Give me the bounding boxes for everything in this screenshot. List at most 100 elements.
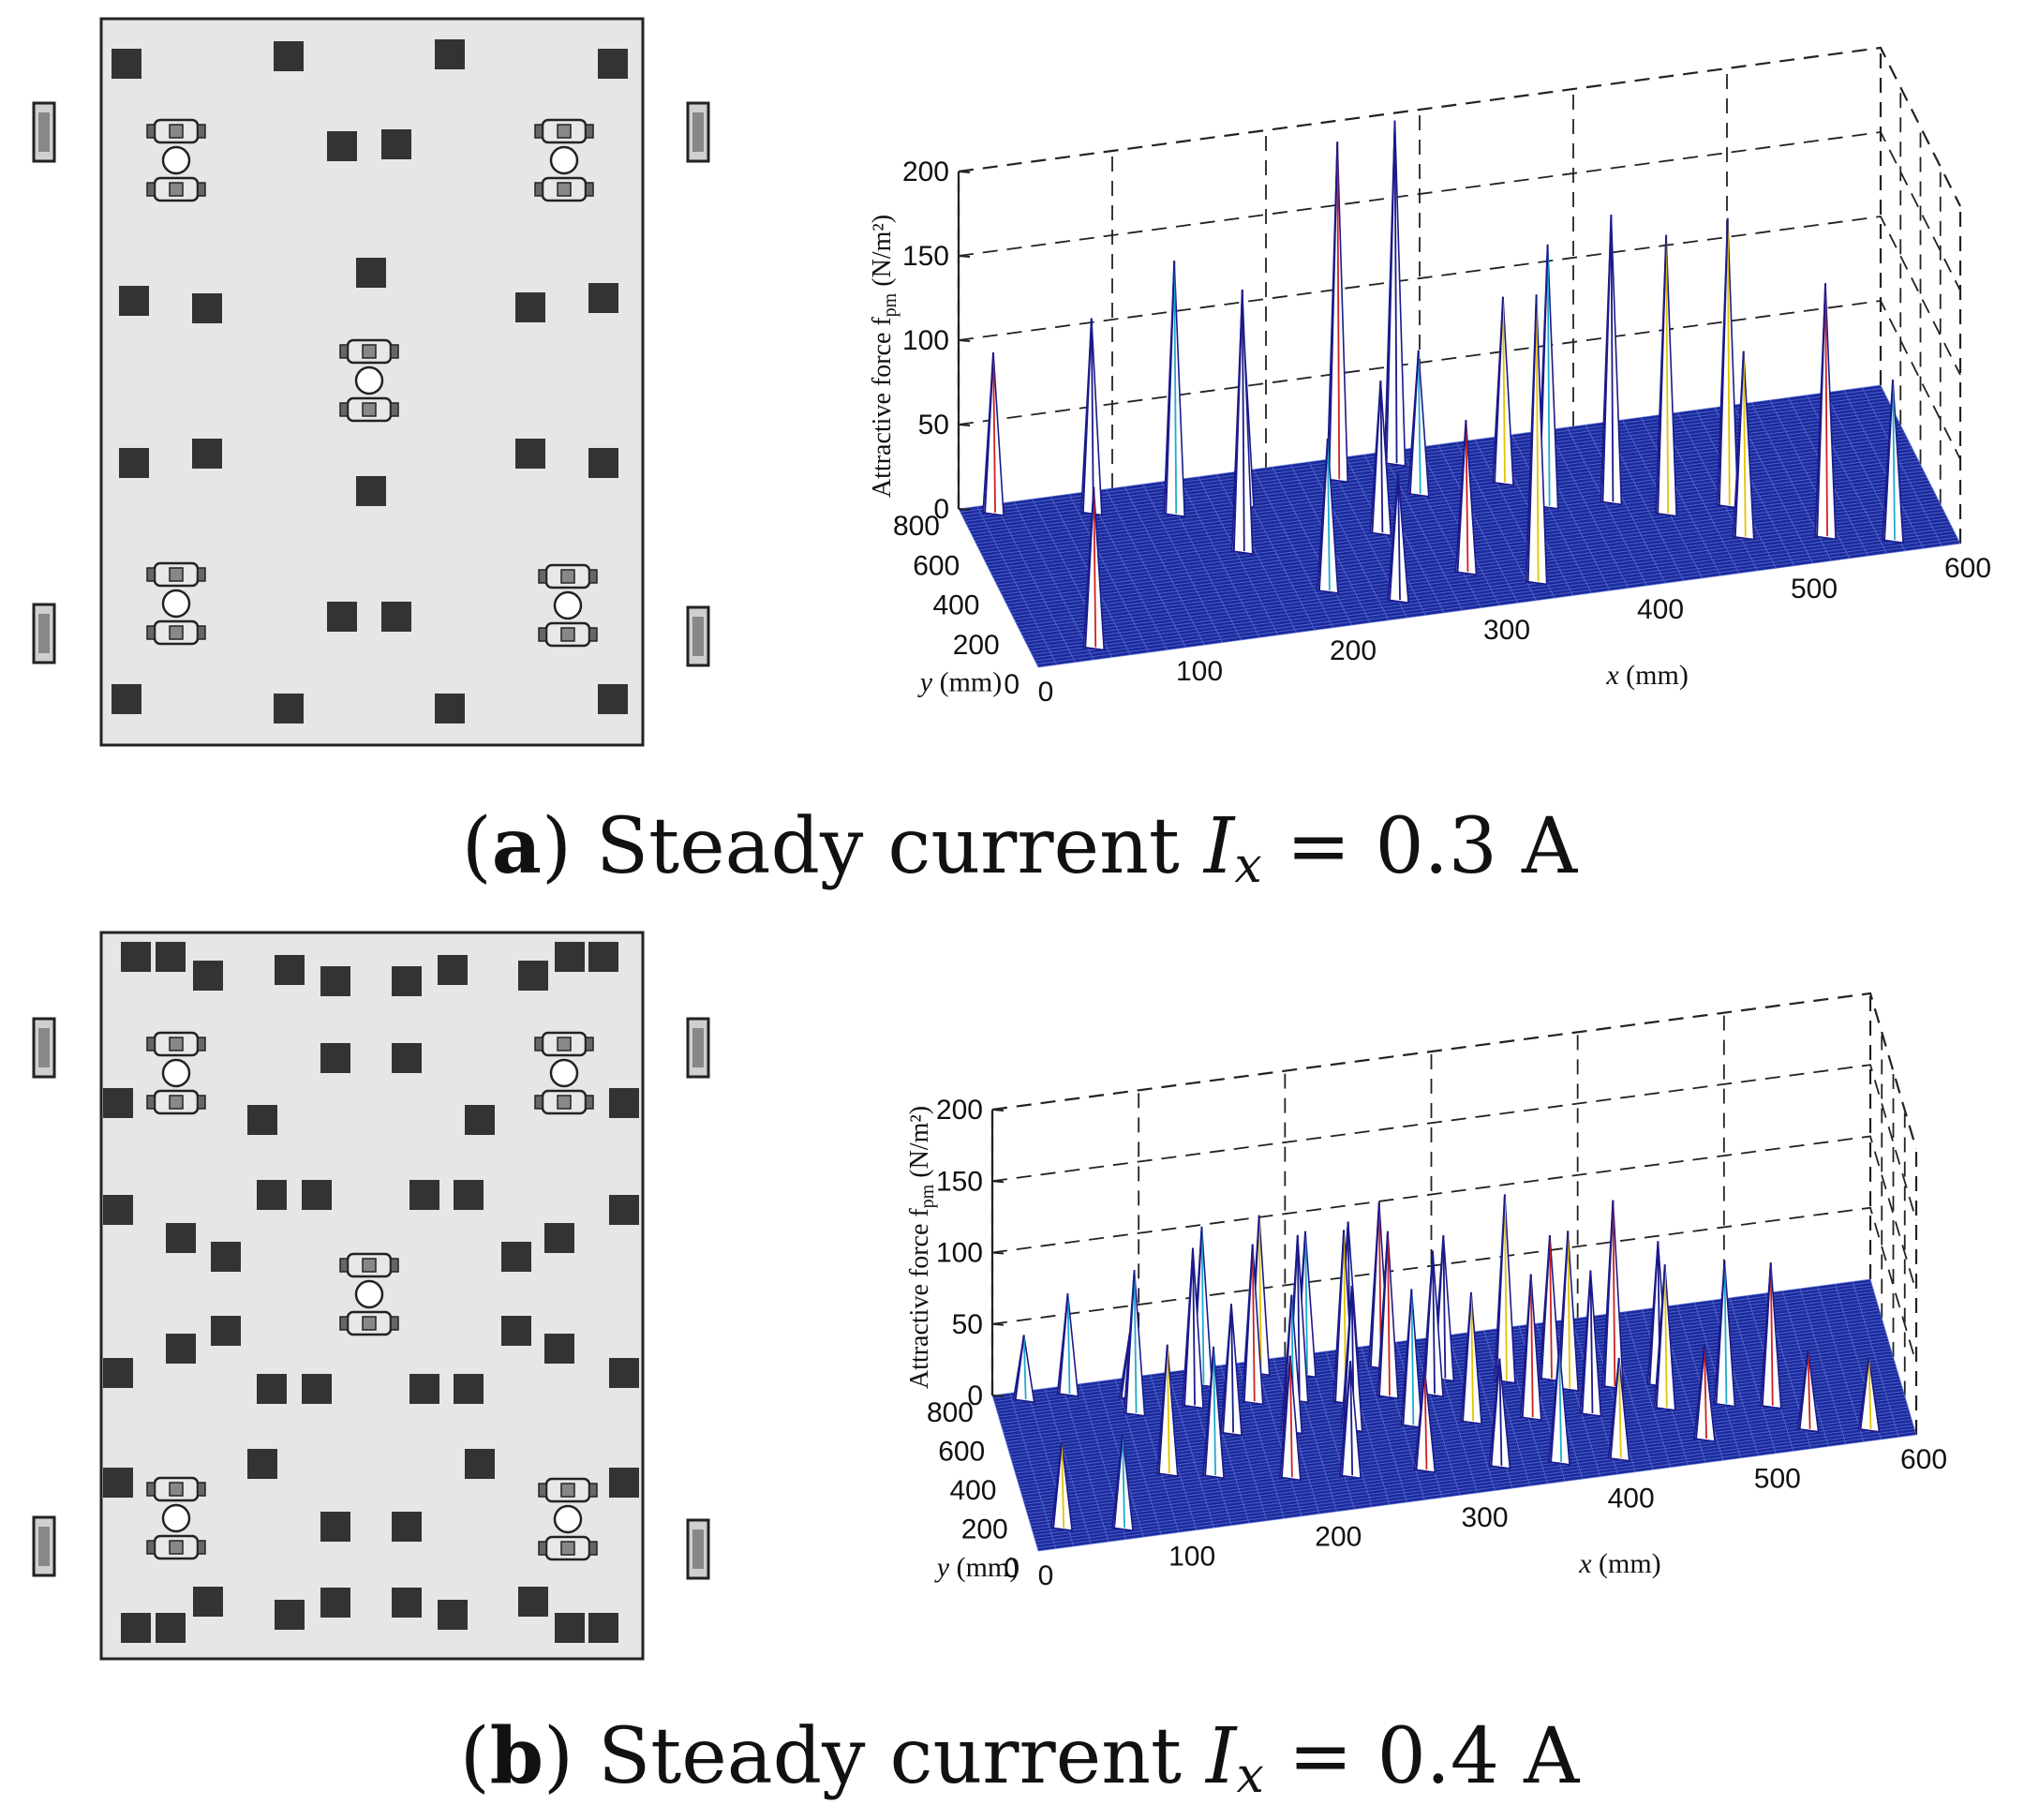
panel-b: 0 50 100 150 200 0 100 200 300 400 500 600 0 200 400 60… xyxy=(0,910,2039,1820)
z-tick-label: 150 xyxy=(936,1166,983,1197)
robot-unit xyxy=(146,1031,206,1115)
z-tick-label: 0 xyxy=(933,494,949,525)
y-tick-label: 800 xyxy=(893,511,940,542)
y-tick-label: 0 xyxy=(1004,669,1020,700)
y-tick-label: 800 xyxy=(927,1397,974,1428)
peak-spike xyxy=(1241,1244,1264,1406)
peak-spike xyxy=(1230,290,1254,555)
peak-spike xyxy=(1488,1358,1511,1469)
peak-spike xyxy=(1857,1357,1881,1433)
peak-spike xyxy=(1607,1357,1630,1462)
robot-unit xyxy=(534,1031,594,1115)
peak-spike xyxy=(1111,1434,1134,1532)
y-tick-label: 600 xyxy=(913,550,960,581)
peak-spike xyxy=(1494,1194,1516,1384)
panel-a: 0 50 100 150 200 0 100 200 300 400 500 600 0 200 400 60… xyxy=(32,17,1991,894)
gridlines xyxy=(991,1012,1917,1396)
peak-spike xyxy=(1579,1270,1602,1417)
robot-unit xyxy=(339,1252,399,1336)
peak-spike xyxy=(1056,1293,1079,1397)
peak-spike xyxy=(1050,1441,1074,1532)
peak-spike xyxy=(1406,350,1430,498)
peak-spike xyxy=(1492,296,1514,486)
peak-spike xyxy=(1369,380,1392,537)
peaks xyxy=(1012,1194,1881,1532)
robot-unit xyxy=(534,118,594,202)
side-magnets-b xyxy=(32,1017,710,1580)
z-tick-label: 50 xyxy=(918,410,949,440)
peak-spike xyxy=(1163,261,1186,518)
x-tick-label: 100 xyxy=(1168,1541,1215,1572)
y-tick-label: 600 xyxy=(938,1437,985,1468)
z-tick-label: 0 xyxy=(967,1380,983,1411)
peak-spike xyxy=(1012,1335,1035,1404)
peak-spike xyxy=(1796,1350,1820,1433)
chart-a: 0501001502000100200300400500600020040060… xyxy=(868,46,1991,708)
peak-spike xyxy=(1278,1355,1302,1482)
x-tick-label: 300 xyxy=(1483,615,1530,646)
side-magnets-a xyxy=(32,101,710,667)
peak-spike xyxy=(1519,1274,1542,1422)
peak-spike xyxy=(1421,1250,1444,1398)
y-tick-label: 0 xyxy=(1004,1553,1020,1584)
peak-spike xyxy=(1601,1200,1625,1390)
peak-spike xyxy=(982,351,1005,516)
peak-spike xyxy=(1400,1289,1423,1429)
peak-spike xyxy=(1600,215,1623,506)
peak-spike xyxy=(1413,1369,1436,1474)
peak-spike xyxy=(1079,318,1103,516)
peak-spike xyxy=(1732,351,1755,541)
robot-unit xyxy=(146,1476,206,1560)
peak-spike xyxy=(1460,1291,1482,1425)
y-tick-label: 400 xyxy=(949,1475,996,1506)
x-axis-label: x (mm) xyxy=(1605,660,1688,691)
x-tick-label: 200 xyxy=(1330,635,1377,666)
y-axis-label: y (mm) xyxy=(917,667,1002,698)
peak-spike xyxy=(1202,1346,1225,1480)
peak-spike xyxy=(1653,1264,1676,1411)
z-tick-label: 150 xyxy=(902,241,949,272)
peak-spike xyxy=(1548,1347,1570,1466)
robots-a xyxy=(146,118,598,648)
peak-spike xyxy=(1377,1231,1399,1400)
robot-unit xyxy=(146,118,206,202)
caption-b: (b) Steady current Ix = 0.4 A xyxy=(459,1711,1580,1804)
z-axis-label: Attractive force fpm (N/m²) xyxy=(868,215,900,498)
y-tick-label: 200 xyxy=(953,630,1000,661)
chart-b: 0 50 100 150 200 0 100 200 300 400 500 600 0 200 400 60… xyxy=(905,992,1947,1591)
z-tick-label: 50 xyxy=(952,1309,983,1340)
peak-spike xyxy=(1525,294,1548,586)
panel-a-svg: 0501001502000100200300400500600020040060… xyxy=(32,17,1991,747)
peak-spike xyxy=(1759,1262,1782,1410)
dark-blocks-a xyxy=(112,39,628,724)
panel-b-svg: 0 50 100 150 200 0 100 200 300 400 500 600 0 200 400 60… xyxy=(32,931,1947,1661)
robot-unit xyxy=(339,338,399,423)
robot-unit xyxy=(538,1477,598,1561)
x-tick-label: 600 xyxy=(1900,1444,1947,1475)
z-axis-label: Attractive force fpm (N/m²) xyxy=(905,1106,938,1389)
x-tick-label: 300 xyxy=(1461,1502,1508,1533)
z-tick-label: 200 xyxy=(936,1095,983,1126)
axes-box xyxy=(990,992,1918,1435)
x-tick-label: 0 xyxy=(1038,1560,1054,1591)
x-tick-label: 400 xyxy=(1637,594,1684,625)
x-tick-label: 600 xyxy=(1944,553,1991,584)
x-tick-label: 400 xyxy=(1608,1483,1655,1514)
peak-spike xyxy=(1882,380,1904,545)
peak-spike xyxy=(1713,1261,1736,1408)
peak-spike xyxy=(1383,120,1406,467)
peak-spike xyxy=(1326,142,1349,484)
robots-b xyxy=(146,1031,598,1561)
peak-spike xyxy=(1539,1235,1561,1382)
peak-spike xyxy=(1123,1270,1146,1417)
z-tick-label: 100 xyxy=(936,1238,983,1269)
peak-spike xyxy=(1339,1361,1362,1480)
layout-diagram-a xyxy=(32,17,710,747)
peak-spike xyxy=(1220,1304,1243,1437)
peaks xyxy=(982,120,1904,651)
peak-spike xyxy=(1814,283,1837,541)
robot-unit xyxy=(538,563,598,648)
layout-diagram-b xyxy=(32,931,710,1661)
z-tick-label: 100 xyxy=(902,325,949,356)
peak-spike xyxy=(1082,486,1106,651)
